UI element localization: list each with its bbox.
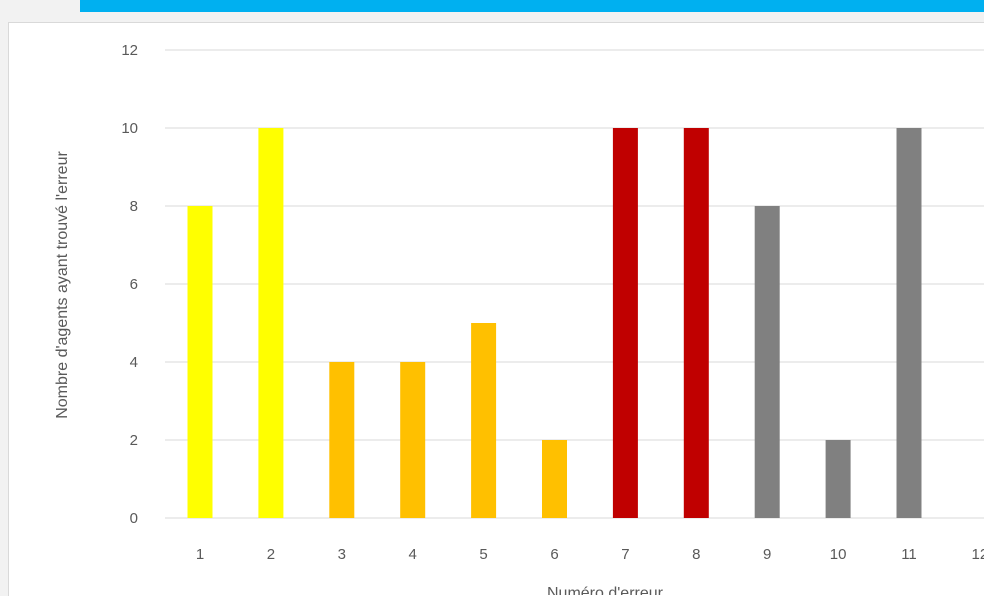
x-tick-label: 5 (479, 546, 487, 563)
x-tick-label: 7 (621, 546, 629, 563)
bar-2 (258, 128, 284, 518)
top-accent-bar (80, 0, 984, 12)
bars (187, 128, 922, 518)
x-tick-labels: 123456789101112 (196, 546, 984, 563)
x-tick-label: 3 (338, 546, 346, 563)
gridlines (165, 49, 984, 519)
bar-4 (400, 362, 426, 518)
bar-7 (612, 128, 638, 518)
x-tick-label: 2 (267, 546, 275, 563)
y-tick-label: 6 (130, 276, 138, 293)
bar-3 (329, 362, 355, 518)
y-tick-label: 10 (121, 120, 138, 137)
x-axis-title: Numéro d'erreur (547, 585, 664, 595)
x-tick-label: 11 (901, 546, 917, 563)
x-tick-label: 8 (692, 546, 700, 563)
x-tick-label: 9 (763, 546, 771, 563)
x-tick-label: 10 (830, 546, 847, 563)
bar-6 (542, 440, 567, 518)
bar-8 (683, 128, 709, 518)
x-tick-label: 12 (972, 546, 984, 563)
bar-11 (896, 128, 922, 518)
bar-10 (825, 440, 851, 518)
bar-9 (754, 206, 780, 518)
x-tick-label: 4 (409, 546, 417, 563)
x-tick-label: 6 (550, 546, 558, 563)
y-axis-title: Nombre d'agents ayant trouvé l'erreur (54, 151, 71, 419)
bar-5 (471, 323, 497, 518)
bar-1 (187, 206, 213, 518)
y-tick-label: 8 (130, 198, 138, 215)
y-tick-labels: 0 2 4 6 8 10 12 (121, 42, 138, 527)
y-tick-label: 4 (130, 354, 138, 371)
y-tick-label: 0 (130, 510, 138, 527)
x-tick-label: 1 (196, 546, 204, 563)
y-tick-label: 2 (130, 432, 138, 449)
y-tick-label: 12 (121, 42, 138, 59)
